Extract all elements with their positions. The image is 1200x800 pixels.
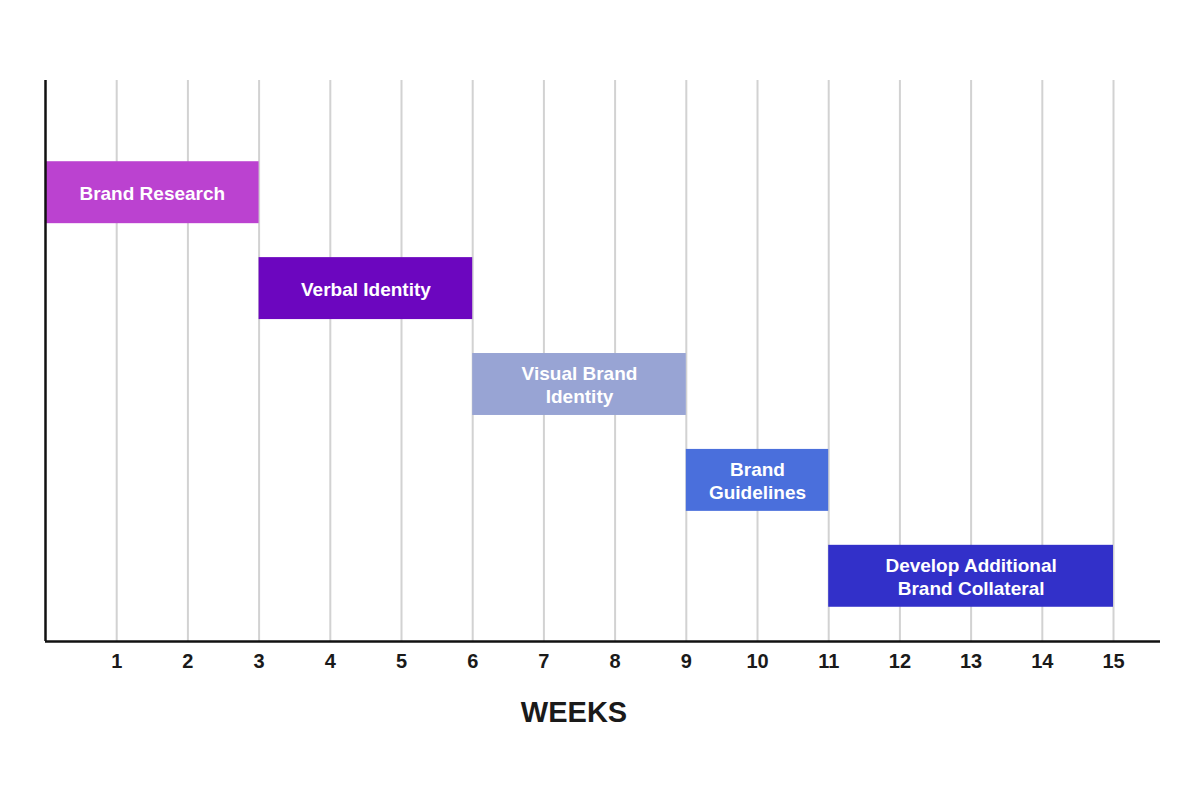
svg-text:11: 11: [818, 650, 839, 672]
svg-text:10: 10: [746, 650, 768, 672]
svg-text:Verbal Identity: Verbal Identity: [301, 279, 431, 300]
svg-text:6: 6: [467, 650, 478, 672]
svg-text:7: 7: [538, 650, 549, 672]
svg-text:13: 13: [960, 650, 982, 672]
svg-text:12: 12: [889, 650, 911, 672]
svg-text:5: 5: [396, 650, 407, 672]
svg-text:2: 2: [182, 650, 193, 672]
svg-text:BrandGuidelines: BrandGuidelines: [709, 459, 806, 503]
svg-text:14: 14: [1031, 650, 1054, 672]
svg-text:4: 4: [325, 650, 337, 672]
svg-text:WEEKS: WEEKS: [521, 696, 627, 728]
svg-text:3: 3: [254, 650, 265, 672]
svg-text:1: 1: [111, 650, 122, 672]
svg-text:9: 9: [681, 650, 692, 672]
svg-text:Visual BrandIdentity: Visual BrandIdentity: [522, 363, 638, 407]
svg-text:Develop AdditionalBrand Collat: Develop AdditionalBrand Collateral: [885, 555, 1056, 599]
svg-text:8: 8: [610, 650, 621, 672]
svg-text:15: 15: [1102, 650, 1124, 672]
svg-text:Brand Research: Brand Research: [79, 183, 225, 204]
